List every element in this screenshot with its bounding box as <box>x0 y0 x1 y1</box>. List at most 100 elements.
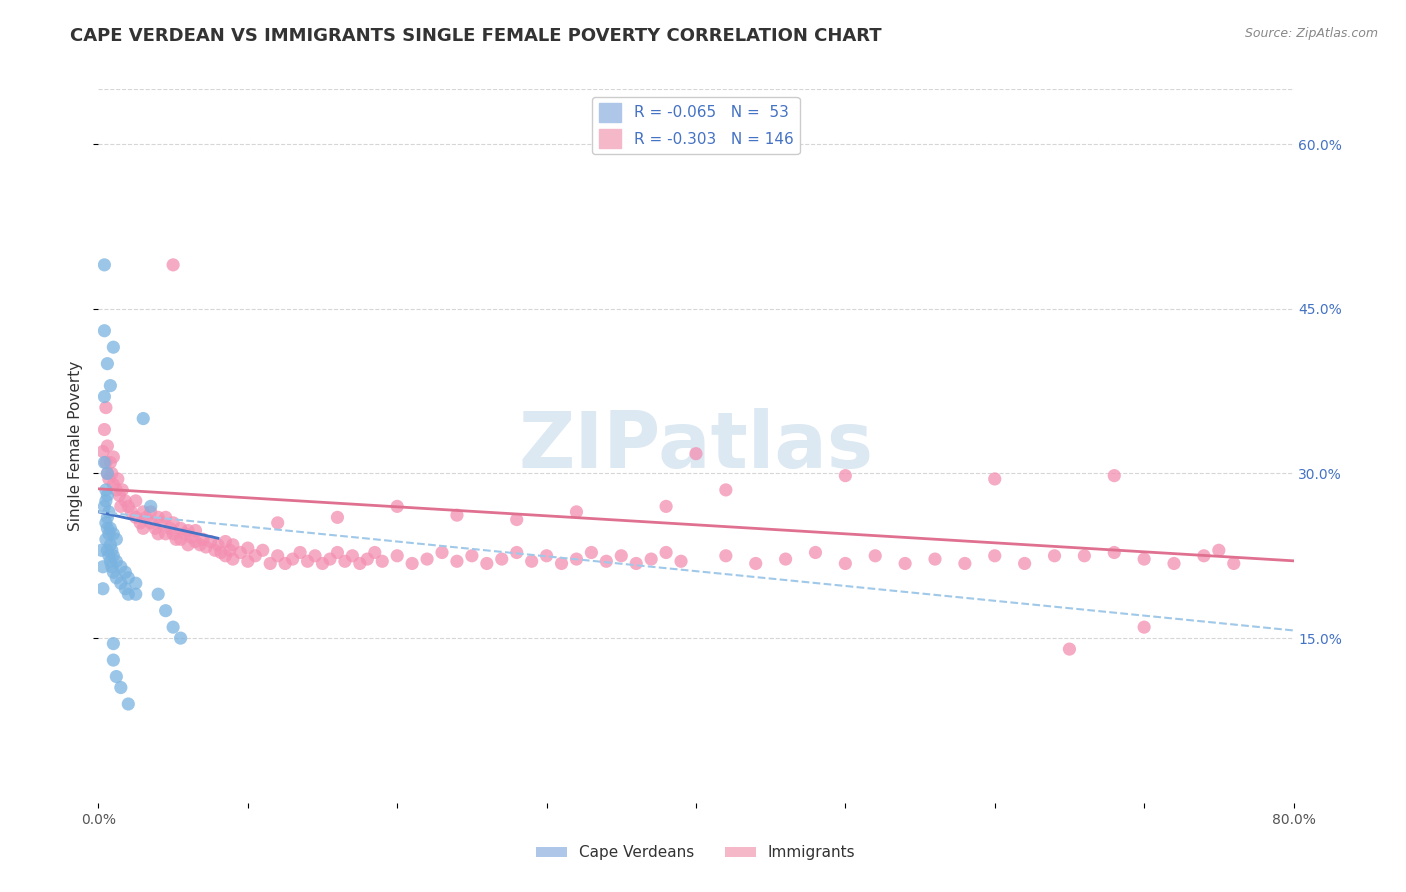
Point <box>581 545 603 559</box>
Point <box>98 521 122 535</box>
Point <box>1163 557 1185 571</box>
Point <box>610 549 633 563</box>
Point <box>371 554 394 568</box>
Point <box>1133 620 1156 634</box>
Point <box>125 510 148 524</box>
Point <box>97 505 120 519</box>
Point <box>148 526 170 541</box>
Point <box>90 543 112 558</box>
Point <box>117 571 139 585</box>
Point <box>550 557 572 571</box>
Point <box>209 545 232 559</box>
Point <box>96 357 118 371</box>
Point <box>105 554 128 568</box>
Point <box>162 516 184 530</box>
Point <box>446 554 468 568</box>
Point <box>114 566 136 580</box>
Point <box>110 576 132 591</box>
Point <box>132 505 155 519</box>
Point <box>416 552 439 566</box>
Point <box>714 483 737 497</box>
Point <box>1104 468 1126 483</box>
Point <box>180 530 202 544</box>
Point <box>214 534 236 549</box>
Point <box>207 538 229 552</box>
Point <box>103 566 125 580</box>
Point <box>245 549 267 563</box>
Point <box>184 534 207 549</box>
Point <box>105 533 128 547</box>
Point <box>110 559 132 574</box>
Point <box>103 477 125 491</box>
Point <box>139 505 162 519</box>
Point <box>229 545 252 559</box>
Point <box>125 587 148 601</box>
Point <box>96 521 118 535</box>
Point <box>148 510 170 524</box>
Point <box>177 524 200 538</box>
Point <box>319 552 342 566</box>
Point <box>111 483 134 497</box>
Point <box>125 576 148 591</box>
Point <box>984 472 1007 486</box>
Point <box>155 604 177 618</box>
Point <box>281 552 304 566</box>
Point <box>135 510 157 524</box>
Point <box>132 411 155 425</box>
Point <box>169 631 191 645</box>
Point <box>114 494 136 508</box>
Point <box>93 324 115 338</box>
Point <box>685 447 707 461</box>
Point <box>143 521 166 535</box>
Point <box>446 508 468 523</box>
Point <box>745 557 768 571</box>
Point <box>155 526 177 541</box>
Point <box>259 557 281 571</box>
Point <box>195 540 218 554</box>
Point <box>430 545 453 559</box>
Point <box>491 552 513 566</box>
Point <box>349 557 371 571</box>
Point <box>169 521 191 535</box>
Point <box>401 557 423 571</box>
Point <box>93 258 115 272</box>
Point <box>105 483 128 497</box>
Point <box>169 533 191 547</box>
Point <box>107 472 129 486</box>
Point <box>98 554 122 568</box>
Point <box>188 538 211 552</box>
Point <box>103 526 125 541</box>
Point <box>101 543 124 558</box>
Point <box>267 549 290 563</box>
Point <box>326 510 349 524</box>
Point <box>139 500 162 514</box>
Point <box>91 444 114 458</box>
Point <box>105 571 128 585</box>
Point <box>174 526 197 541</box>
Point <box>150 516 173 530</box>
Point <box>96 488 118 502</box>
Point <box>252 543 274 558</box>
Point <box>222 538 245 552</box>
Point <box>103 549 125 563</box>
Point <box>110 500 132 514</box>
Point <box>162 526 184 541</box>
Point <box>91 582 114 596</box>
Point <box>162 258 184 272</box>
Point <box>595 554 617 568</box>
Point <box>1133 552 1156 566</box>
Point <box>117 697 139 711</box>
Point <box>101 467 124 481</box>
Point <box>894 557 917 571</box>
Point <box>297 554 319 568</box>
Point <box>96 543 118 558</box>
Point <box>200 534 222 549</box>
Point <box>342 549 364 563</box>
Point <box>97 472 120 486</box>
Point <box>114 582 136 596</box>
Point <box>94 455 117 469</box>
Point <box>669 554 692 568</box>
Point <box>311 557 333 571</box>
Point <box>103 340 125 354</box>
Point <box>236 541 259 555</box>
